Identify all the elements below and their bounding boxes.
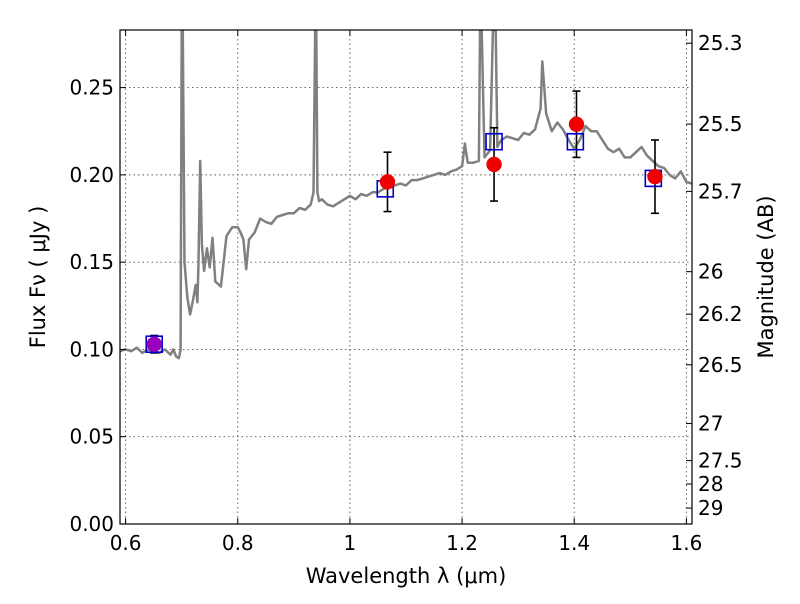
observed-point-combined [146,336,162,352]
model-photometry-point [566,132,585,151]
y-tick-label: 0.05 [69,425,114,449]
sed-model-line [120,30,692,360]
model-photometry-point [485,132,503,151]
y2-tick-label: 27 [698,412,723,436]
y2-tick-label: 25.7 [698,179,743,203]
y-tick-label: 0.25 [69,76,114,100]
observed-point [647,168,663,185]
x-tick-label: 1 [344,531,357,555]
plot-content [120,30,692,360]
y2-axis-label: Magnitude (AB) [754,195,778,358]
y-tick-label: 0.00 [69,512,114,536]
model-photometry-point [145,335,164,354]
y2-tick-label: 27.5 [698,449,743,473]
y-tick-label: 0.15 [69,250,114,274]
x-tick-label: 1.2 [446,531,478,555]
observed-point [486,156,502,173]
x-tick-label: 1.6 [670,531,702,555]
y-tick-label: 0.20 [69,163,114,187]
grid-lines [120,30,692,524]
observed-point [379,174,396,190]
observed-point [568,116,585,133]
y2-tick-label: 26.2 [698,302,743,326]
y2-tick-label: 26 [698,260,723,284]
x-tick-label: 1.4 [558,531,590,555]
plot-frame [119,29,693,525]
x-axis-label: Wavelength λ (μm) [306,564,507,588]
y-tick-label: 0.10 [69,337,114,361]
y2-tick-label: 25.5 [698,112,743,136]
y2-tick-label: 26.5 [698,353,743,377]
y2-tick-label: 29 [698,496,723,520]
x-tick-label: 0.6 [110,531,142,555]
y-axis-label: Flux Fν ( μJy ) [26,206,50,349]
x-tick-label: 0.8 [222,531,254,555]
y2-tick-label: 25.3 [698,31,743,55]
axis-ticks: 0.6 0.8 1 1.2 1.4 1.6 0.00 0.05 0.10 0.15 0.20 0.25… [69,30,743,555]
y2-tick-label: 28 [698,472,723,496]
plot-area [120,30,692,360]
